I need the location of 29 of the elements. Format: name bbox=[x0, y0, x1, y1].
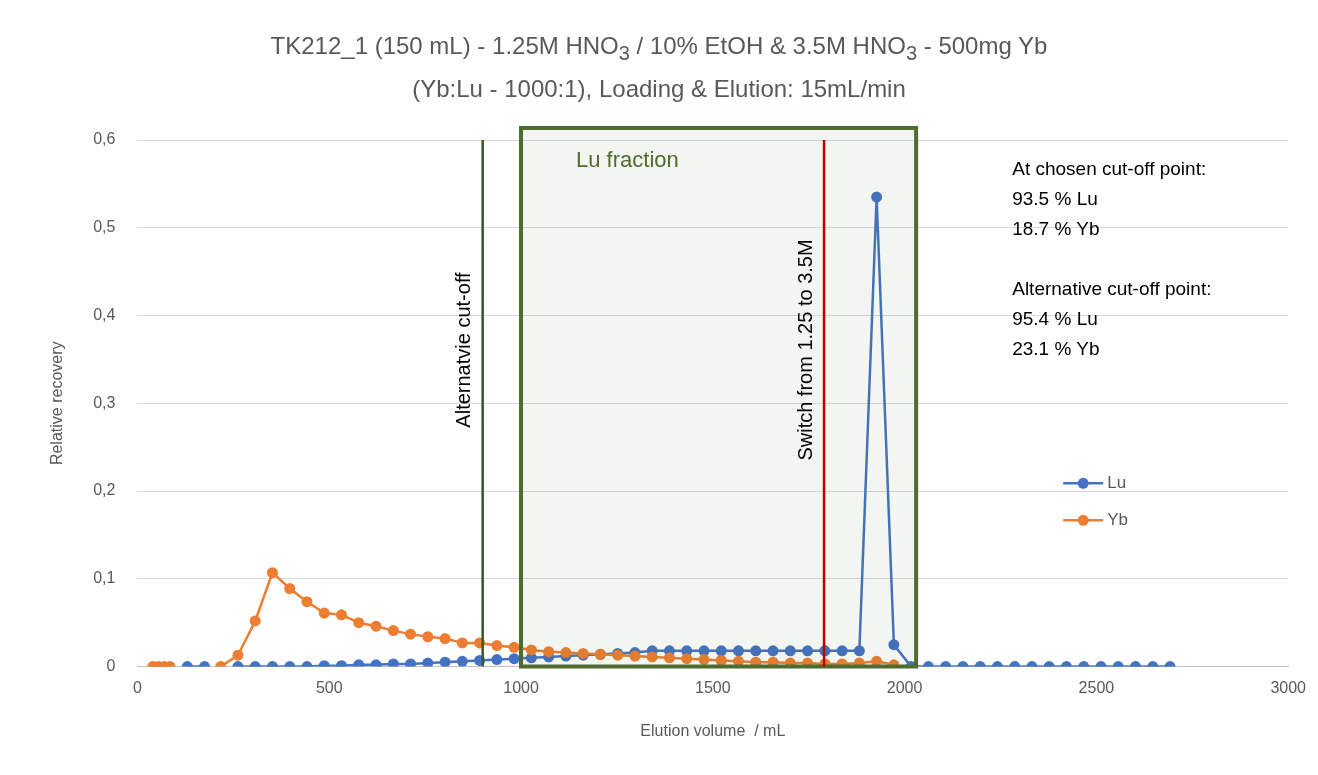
annotation: 18.7 % Yb bbox=[1012, 217, 1100, 239]
y-tick-label: 0,2 bbox=[93, 481, 116, 499]
annotation: 95.4 % Lu bbox=[1012, 307, 1098, 329]
y-tick-label: 0,5 bbox=[93, 218, 116, 236]
ref-line-label: Switch from 1.25 to 3.5M bbox=[793, 239, 816, 461]
x-tick-label: 2500 bbox=[1078, 678, 1115, 696]
y-tick-label: 0,3 bbox=[93, 393, 116, 411]
x-tick-label: 1000 bbox=[503, 678, 539, 696]
ref-line-label: Alternatvie cut-off bbox=[452, 271, 475, 428]
annotation: Alternative cut-off point: bbox=[1012, 277, 1212, 299]
legend-label: Lu bbox=[1107, 472, 1127, 492]
y-axis-title: Relative recovery bbox=[48, 341, 66, 466]
y-tick-label: 0,1 bbox=[93, 569, 116, 587]
annotation: 93.5 % Lu bbox=[1012, 187, 1098, 209]
legend-label: Yb bbox=[1107, 509, 1128, 529]
band-label: Lu fraction bbox=[576, 147, 679, 173]
y-tick-label: 0,6 bbox=[93, 130, 116, 148]
x-tick-label: 500 bbox=[315, 678, 343, 696]
x-tick-label: 0 bbox=[132, 678, 142, 696]
x-tick-label: 1500 bbox=[695, 678, 731, 696]
annotation: 23.1 % Yb bbox=[1012, 337, 1100, 359]
x-axis-title: Elution volume / mL bbox=[640, 721, 786, 739]
y-tick-label: 0 bbox=[106, 657, 116, 675]
annotation: At chosen cut-off point: bbox=[1012, 157, 1207, 179]
x-tick-label: 3000 bbox=[1270, 678, 1307, 696]
y-tick-label: 0,4 bbox=[93, 305, 116, 323]
chart-title: TK212_1 (150 mL) - 1.25M HNO$_{3}$ / 10% EtOH & 3.5M HNO$_{3}$ - 500mg Yb bbox=[269, 31, 1049, 66]
x-tick-label: 2000 bbox=[886, 678, 923, 696]
chart-subtitle: (Yb:Lu - 1000:1), Loading & Elution: 15mL/min bbox=[411, 73, 907, 104]
